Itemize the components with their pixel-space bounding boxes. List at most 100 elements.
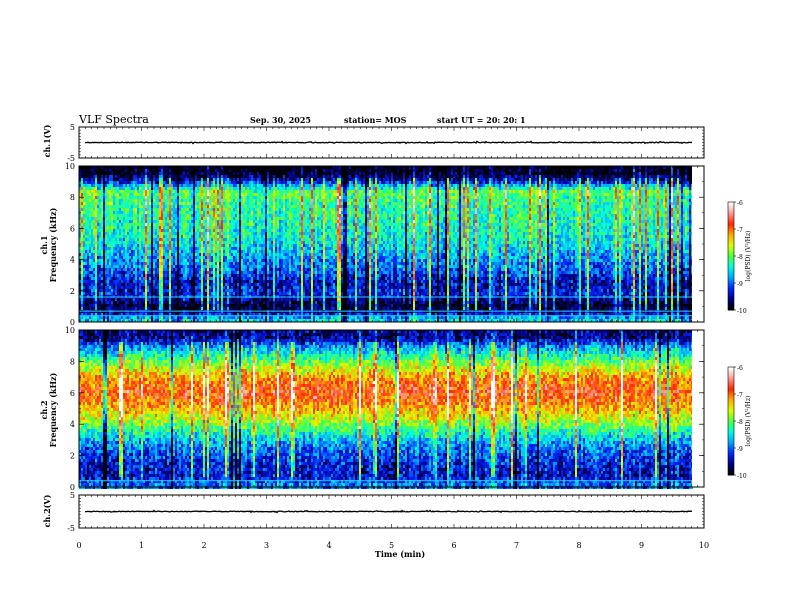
ch1-spectrogram-cell: [249, 271, 251, 274]
ch1-spectrogram-cell: [203, 199, 205, 202]
ch1-spectrogram-cell: [255, 220, 257, 223]
ch1-spectrogram-cell: [227, 226, 229, 229]
ch1-spectrogram-cell: [119, 271, 121, 274]
ch1-spectrogram-cell: [199, 238, 201, 241]
ch1-spectrogram-cell: [185, 214, 187, 217]
ch1-spectrogram-cell: [177, 226, 179, 229]
ch1-spectrogram-cell: [125, 244, 127, 247]
ch1-spectrogram-cell: [183, 286, 185, 289]
ch1-spectrogram-cell: [207, 265, 209, 268]
ch1-spectrogram-cell: [181, 268, 183, 271]
ch1-spectrogram-cell: [219, 247, 221, 250]
ch1-spectrogram-cell: [97, 250, 99, 253]
ch1-spectrogram-cell: [85, 280, 87, 283]
ch1-spectrogram-cell: [93, 178, 95, 181]
ch1-spectrogram-cell: [101, 244, 103, 247]
ch1-spectrogram-cell: [217, 166, 219, 169]
ch1-spectrogram-cell: [173, 292, 175, 295]
ch1-spectrogram-cell: [195, 187, 197, 190]
ch1-spectrogram-cell: [139, 307, 141, 310]
ch1-spectrogram-cell: [259, 229, 261, 232]
ch1-spectrogram-cell: [123, 184, 125, 187]
ch1-spectrogram-cell: [107, 217, 109, 220]
ch1-spectrogram-cell: [139, 208, 141, 211]
ch1-spectrogram-cell: [95, 307, 97, 310]
ch1-spectrogram-cell: [81, 217, 83, 220]
ch1-spectrogram-cell: [147, 187, 149, 190]
ch1-spectrogram-cell: [177, 316, 179, 319]
ch1-spectrogram-cell: [85, 307, 87, 310]
ch1-spectrogram-cell: [85, 247, 87, 250]
ch1-spectrogram-cell: [107, 190, 109, 193]
ch1-spectrogram-cell: [185, 223, 187, 226]
ch1-spectrogram-cell: [183, 280, 185, 283]
ch1-spectrogram-cell: [249, 265, 251, 268]
ch1-spectrogram-cell: [141, 202, 143, 205]
ch1-spectrogram-cell: [245, 307, 247, 310]
ch1-spectrogram-cell: [111, 223, 113, 226]
ch1-spectrogram-cell: [197, 253, 199, 256]
ch1-spectrogram-cell: [123, 229, 125, 232]
ch1-spectrogram-cell: [133, 181, 135, 184]
ch1-spectrogram-cell: [115, 304, 117, 307]
ch1-spectrogram-cell: [247, 298, 249, 301]
ch1-spectrogram-cell: [223, 304, 225, 307]
ch1-spectrogram-cell: [243, 262, 245, 265]
ch1-spectrogram-cell: [155, 229, 157, 232]
ch1-spectrogram-cell: [117, 175, 119, 178]
ch1-spectrogram-cell: [129, 208, 131, 211]
ch1-spectrogram-cell: [245, 238, 247, 241]
ch1-spectrogram-cell: [79, 226, 81, 229]
ch1-spectrogram-cell: [113, 220, 115, 223]
ch1-spectrogram-cell: [127, 208, 129, 211]
ch1-spectrogram-cell: [125, 223, 127, 226]
ch1-spectrogram-cell: [157, 235, 159, 238]
ch1-spectrogram-image: [79, 166, 693, 322]
ch1-spectrogram-cell: [127, 220, 129, 223]
ch1-spectrogram-cell: [259, 301, 261, 304]
ch1-spectrogram-cell: [91, 193, 93, 196]
ch1-spectrogram-cell: [79, 193, 81, 196]
ch1-spectrogram-cell: [247, 199, 249, 202]
ch1-spectrogram-cell: [81, 178, 83, 181]
ch1-spectrogram-cell: [167, 250, 169, 253]
ch1-spectrogram-cell: [163, 292, 165, 295]
ch1-spectrogram-cell: [145, 307, 147, 310]
ch1-spectrogram-cell: [91, 196, 93, 199]
ch1-spectrogram-cell: [251, 169, 253, 172]
ch1-spectrogram-cell: [107, 226, 109, 229]
ch1-spectrogram-cell: [105, 271, 107, 274]
ch1-spectrogram-cell: [135, 262, 137, 265]
ch1-spectrogram-cell: [239, 187, 241, 190]
ch1-spectrogram-cell: [241, 271, 243, 274]
ch1-spectrogram-cell: [203, 172, 205, 175]
ch1-spectrogram-cell: [137, 184, 139, 187]
ch1-spectrogram-cell: [177, 262, 179, 265]
ch1-spectrogram-cell: [91, 271, 93, 274]
ch1-spectrogram-cell: [207, 283, 209, 286]
ch1-spectrogram-cell: [119, 247, 121, 250]
ch1-spectrogram-cell: [171, 319, 173, 322]
ch1-spectrogram-cell: [223, 211, 225, 214]
ch1-spectrogram-cell: [125, 196, 127, 199]
ch1-spectrogram-cell: [195, 193, 197, 196]
ch1-spectrogram-cell: [245, 298, 247, 301]
ch1-spectrogram-cell: [257, 166, 259, 169]
ch1-spectrogram-cell: [219, 256, 221, 259]
ch1-spectrogram-cell: [103, 247, 105, 250]
ch1-spectrogram-cell: [163, 184, 165, 187]
ch1-spectrogram-cell: [123, 253, 125, 256]
ch1-spectrogram-cell: [183, 289, 185, 292]
ch1-spectrogram-cell: [137, 268, 139, 271]
ch1-spectrogram-cell: [185, 298, 187, 301]
ch1-spectrogram-cell: [109, 280, 111, 283]
ch1-spectrogram-cell: [111, 283, 113, 286]
ch1-spectrogram-cell: [111, 247, 113, 250]
ch1-spectrogram-cell: [177, 193, 179, 196]
ch1-spectrogram-cell: [145, 169, 147, 172]
ch1-spectrogram-cell: [145, 253, 147, 256]
ch1-spectrogram-cell: [239, 292, 241, 295]
ch1-spectrogram-cell: [151, 205, 153, 208]
ch1-spectrogram-cell: [91, 274, 93, 277]
ch1-spectrogram-cell: [215, 205, 217, 208]
